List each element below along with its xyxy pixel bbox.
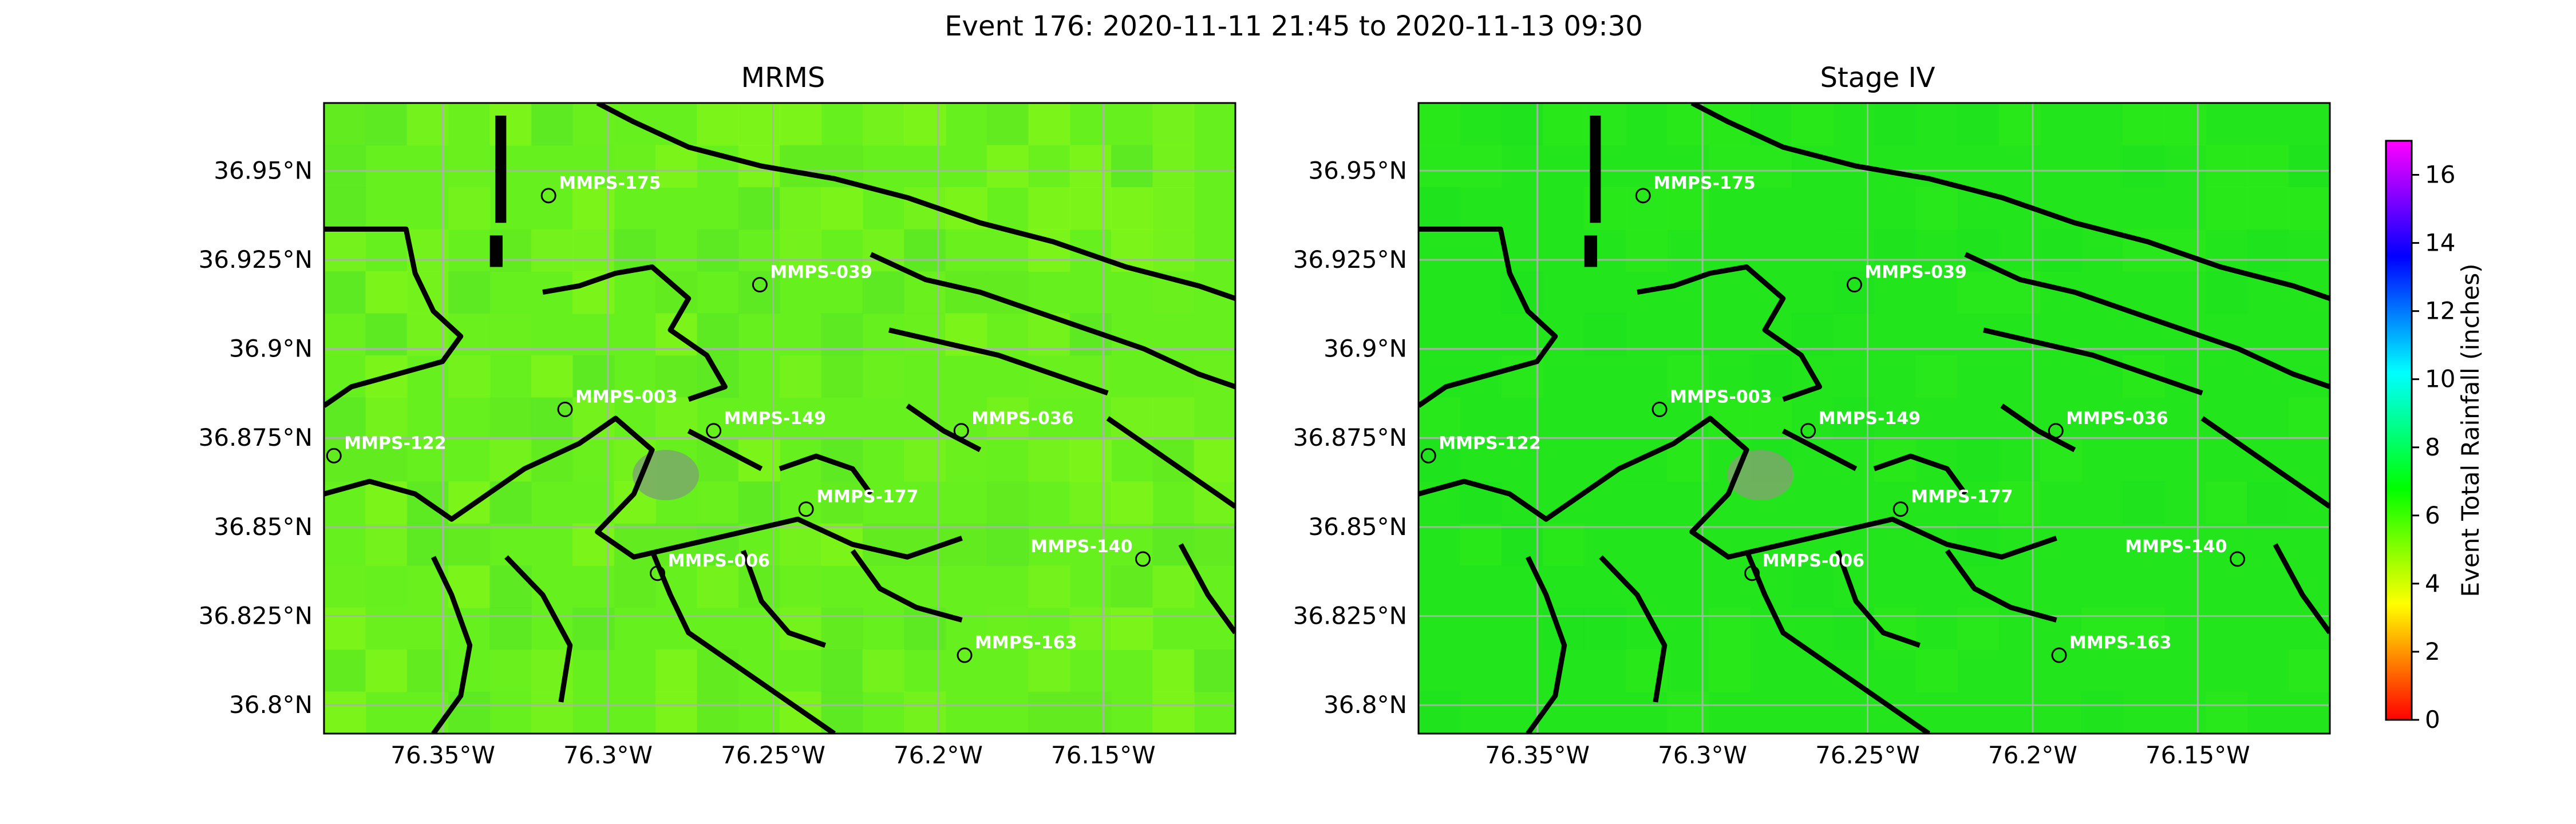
- colorbar-tick-label: 16: [2425, 161, 2455, 189]
- station-label: MMPS-177: [1911, 487, 2013, 507]
- station-label: MMPS-036: [2066, 409, 2168, 429]
- station-label: MMPS-006: [668, 551, 770, 571]
- lon-tick-label: 76.35°W: [390, 741, 495, 769]
- map-content: MMPS-175 MMPS-039 MMPS-003 MMPS-149 MMPS-036…: [1419, 103, 2330, 734]
- colorbar-label: Event Total Rainfall (inches): [2456, 263, 2484, 597]
- station-label: MMPS-163: [975, 633, 1077, 653]
- lat-tick-label: 36.85°N: [214, 513, 313, 541]
- station-marker: [1420, 447, 1436, 464]
- figure-title: Event 176: 2020-11-11 21:45 to 2020-11-1…: [945, 10, 1643, 42]
- map-panel-stage-iv: Stage IV MMPS-175 MMPS-039 MMPS-003 MMPS-14…: [1293, 62, 2331, 769]
- colorbar-tick-label: 12: [2425, 297, 2455, 325]
- station-marker: [798, 501, 814, 517]
- station-marker: [2229, 551, 2245, 567]
- map-frame: [323, 102, 1236, 735]
- colorbar-tick-label: 0: [2425, 706, 2440, 734]
- lat-tick-label: 36.85°N: [1308, 513, 1407, 541]
- station-label: MMPS-003: [1670, 387, 1772, 407]
- station-marker: [1135, 551, 1151, 567]
- lat-tick-label: 36.95°N: [1308, 156, 1407, 184]
- map-content: MMPS-175 MMPS-039 MMPS-003 MMPS-149 MMPS-036…: [324, 103, 1235, 734]
- colorbar-tick-label: 10: [2425, 365, 2455, 393]
- lon-tick-label: 76.3°W: [563, 741, 653, 769]
- colorbar-tick-label: 14: [2425, 229, 2455, 257]
- station-marker: [2048, 423, 2064, 439]
- station-label: MMPS-122: [1439, 433, 1540, 453]
- station-marker: [557, 401, 573, 417]
- station-marker: [752, 277, 768, 293]
- lat-tick-label: 36.875°N: [1293, 423, 1407, 451]
- station-marker: [1893, 501, 1909, 517]
- stations: MMPS-175 MMPS-039 MMPS-003 MMPS-149 MMPS-036…: [326, 173, 1151, 663]
- station-label: MMPS-006: [1763, 551, 1864, 571]
- station-marker: [953, 423, 969, 439]
- lon-tick-label: 76.15°W: [2146, 741, 2250, 769]
- colorbar-tick-label: 2: [2425, 637, 2440, 665]
- station-label: MMPS-039: [770, 263, 872, 283]
- colorbar-strip: [2385, 140, 2413, 721]
- stations: MMPS-175 MMPS-039 MMPS-003 MMPS-149 MMPS-036…: [1420, 173, 2245, 663]
- lon-tick-label: 76.35°W: [1485, 741, 1590, 769]
- lat-tick-label: 36.9°N: [1323, 335, 1407, 363]
- lat-tick-label: 36.8°N: [229, 691, 313, 719]
- lat-tick-label: 36.95°N: [214, 156, 313, 184]
- colorbar-ticks: 0 2 4 6 8 10 12 14 16: [2412, 161, 2455, 734]
- station-marker: [957, 647, 973, 663]
- axis-labels: 36.95°N 36.925°N 36.9°N 36.875°N 36.85°N 36.8…: [199, 156, 1156, 769]
- colorbar-tick-label: 8: [2425, 433, 2440, 461]
- lat-tick-label: 36.9°N: [229, 335, 313, 363]
- colorbar-tick-label: 6: [2425, 501, 2440, 529]
- station-marker: [706, 423, 722, 439]
- station-marker: [1635, 188, 1651, 204]
- station-label: MMPS-149: [724, 409, 826, 429]
- lon-tick-label: 76.2°W: [894, 741, 983, 769]
- lat-tick-label: 36.925°N: [1293, 245, 1407, 274]
- rainfall-cells: [1419, 103, 2330, 734]
- coastline: [1419, 103, 2330, 734]
- station-label: MMPS-163: [2069, 633, 2171, 653]
- station-label: MMPS-149: [1819, 409, 1921, 429]
- station-marker: [1652, 401, 1668, 417]
- station-label: MMPS-177: [816, 487, 918, 507]
- station-marker: [326, 447, 342, 464]
- axis-labels: 36.95°N 36.925°N 36.9°N 36.875°N 36.85°N 36.8…: [1293, 156, 2250, 769]
- station-label: MMPS-036: [971, 409, 1073, 429]
- lat-tick-label: 36.875°N: [199, 423, 313, 451]
- lat-tick-label: 36.825°N: [1293, 602, 1407, 630]
- colorbar-tick-label: 4: [2425, 569, 2440, 597]
- station-marker: [2051, 647, 2067, 663]
- gridlines: [1419, 103, 2330, 734]
- lon-tick-label: 76.2°W: [1988, 741, 2077, 769]
- lat-tick-label: 36.825°N: [199, 602, 313, 630]
- lon-tick-label: 76.25°W: [1815, 741, 1920, 769]
- panel-title: MRMS: [741, 62, 825, 94]
- map-frame: [1417, 102, 2331, 735]
- lat-tick-label: 36.925°N: [199, 245, 313, 274]
- station-marker: [1800, 423, 1816, 439]
- colorbar: 0 2 4 6 8 10 12 14 16 Event Total Rainfall (inch…: [2385, 140, 2484, 734]
- station-label: MMPS-175: [1653, 173, 1755, 193]
- lon-tick-label: 76.25°W: [721, 741, 825, 769]
- coastline: [324, 103, 1235, 734]
- station-marker: [1744, 565, 1760, 581]
- lon-tick-label: 76.15°W: [1051, 741, 1156, 769]
- station-label: MMPS-140: [1030, 537, 1132, 557]
- station-label: MMPS-122: [344, 433, 446, 453]
- station-label: MMPS-039: [1864, 263, 1966, 283]
- station-label: MMPS-140: [2125, 537, 2227, 557]
- station-label: MMPS-003: [575, 387, 677, 407]
- lat-tick-label: 36.8°N: [1323, 691, 1407, 719]
- station-marker: [540, 188, 556, 204]
- station-marker: [1846, 277, 1862, 293]
- station-marker: [650, 565, 666, 581]
- lon-tick-label: 76.3°W: [1658, 741, 1747, 769]
- station-label: MMPS-175: [559, 173, 661, 193]
- panel-title: Stage IV: [1820, 62, 1935, 94]
